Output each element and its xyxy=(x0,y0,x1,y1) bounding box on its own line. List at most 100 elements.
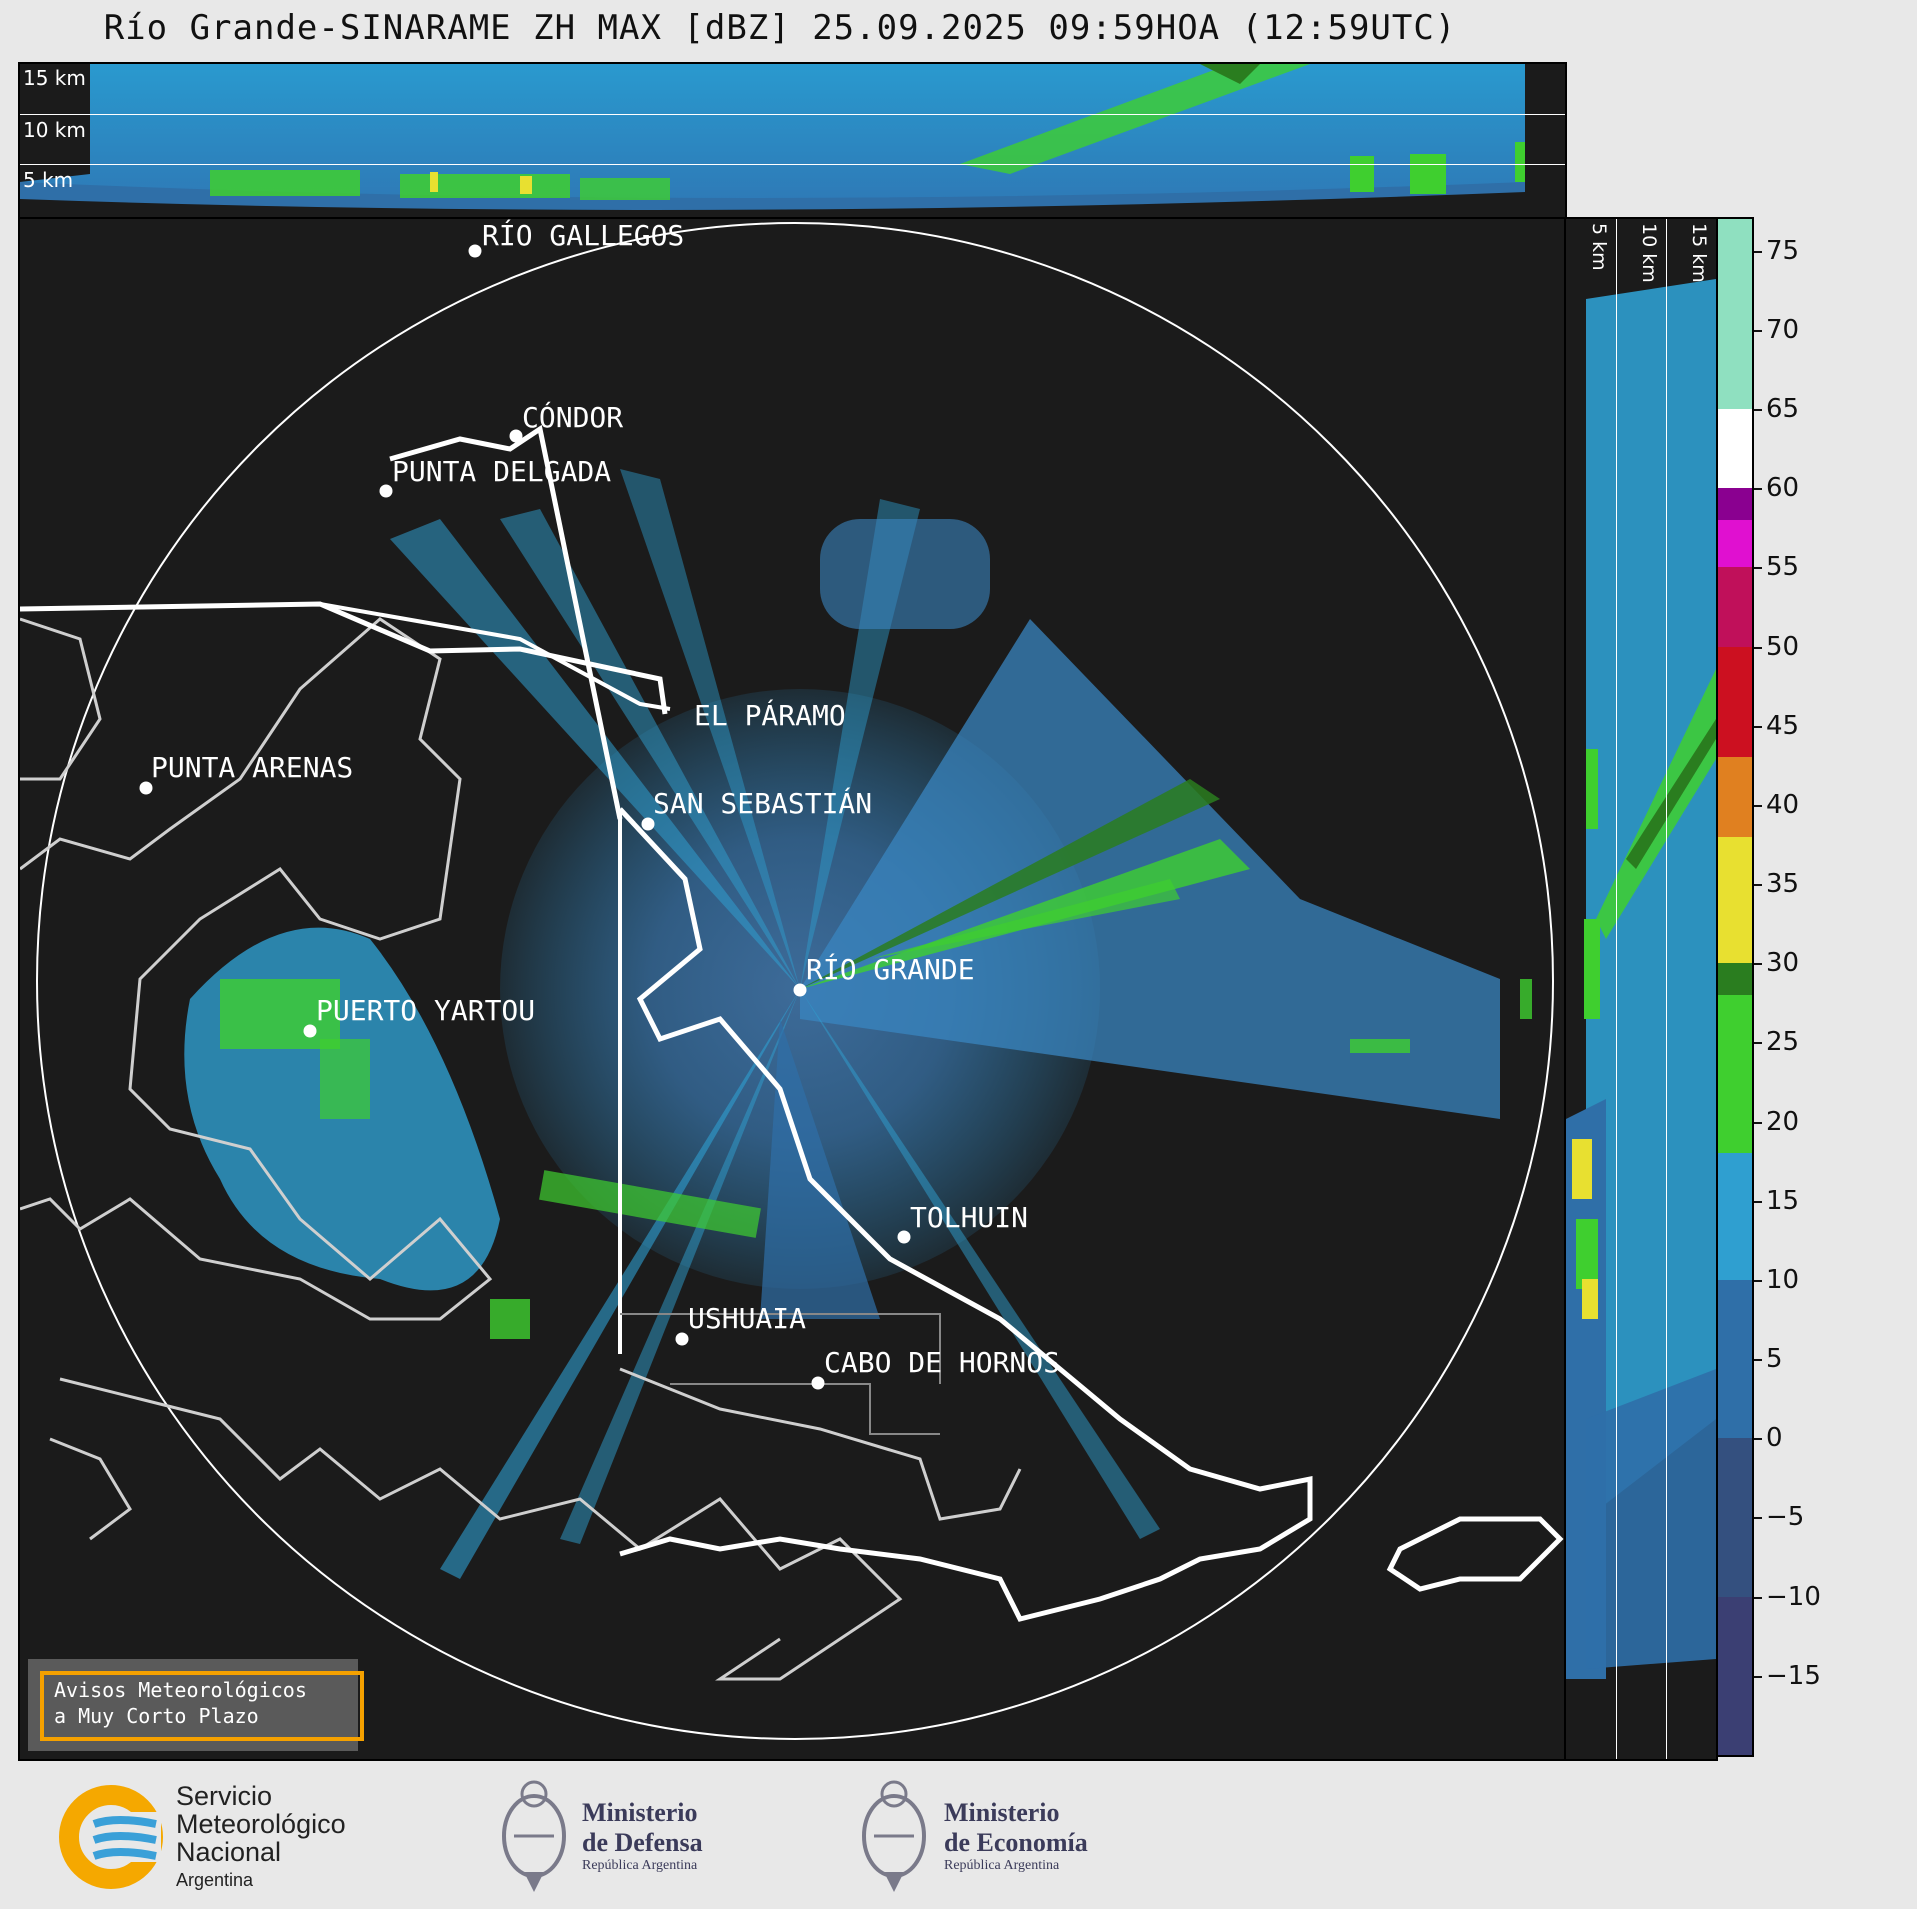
radar-map-panel: RÍO GALLEGOS CÓNDOR PUNTA DELGADA EL PÁR… xyxy=(18,217,1567,1761)
colorbar-tick-label: 75 xyxy=(1766,235,1800,266)
right-level-label-10km: 10 km xyxy=(1638,223,1660,283)
alerts-notice-line1: Avisos Meteorológicos xyxy=(54,1678,307,1702)
colorbar-tick-label: 20 xyxy=(1766,1106,1800,1137)
defensa-line3: República Argentina xyxy=(582,1858,698,1873)
city-dot-rio-grande xyxy=(793,983,807,997)
top-level-line-15km xyxy=(20,114,1565,115)
city-label-san-sebastian: SAN SEBASTIÁN xyxy=(653,787,873,820)
ministerio-defensa-logo: Ministerio de Defensa República Argentin… xyxy=(494,1772,754,1902)
city-label-puerto-yartou: PUERTO YARTOU xyxy=(316,994,536,1027)
colorbar-tick xyxy=(1754,1517,1762,1520)
colorbar-tick-label: 15 xyxy=(1766,1185,1800,1216)
colorbar-tick xyxy=(1754,1438,1762,1441)
colorbar-segment xyxy=(1718,1596,1752,1755)
colorbar-tick xyxy=(1754,1279,1762,1282)
coastline-tierra-del-fuego xyxy=(618,807,1313,1622)
dbz-colorbar xyxy=(1716,217,1754,1757)
colorbar-tick-label: 35 xyxy=(1766,869,1800,900)
defensa-line2: de Defensa xyxy=(582,1828,703,1857)
city-dot-rio-gallegos xyxy=(468,244,482,258)
colorbar-tick xyxy=(1754,646,1762,649)
top-cross-section-echoes xyxy=(20,64,1525,210)
colorbar-segment xyxy=(1718,1438,1752,1597)
city-label-rio-grande: RÍO GRANDE xyxy=(806,953,975,986)
colorbar-tick xyxy=(1754,804,1762,807)
colorbar-tick-label: 50 xyxy=(1766,631,1800,662)
colorbar-tick xyxy=(1754,1675,1762,1678)
city-dot-cabo-de-hornos xyxy=(811,1376,825,1390)
colorbar-tick xyxy=(1754,329,1762,332)
economia-line2: de Economía xyxy=(944,1828,1088,1857)
right-level-line-10km xyxy=(1616,219,1617,1759)
colorbar-tick xyxy=(1754,1596,1762,1599)
page-title: Río Grande-SINARAME ZH MAX [dBZ] 25.09.2… xyxy=(103,8,1457,48)
colorbar-tick-label: 0 xyxy=(1766,1423,1783,1454)
alerts-notice[interactable]: Avisos Meteorológicos a Muy Corto Plazo xyxy=(28,1659,364,1751)
right-level-line-15km xyxy=(1666,219,1667,1759)
city-label-tolhuin: TOLHUIN xyxy=(910,1201,1029,1234)
colorbar-tick xyxy=(1754,725,1762,728)
city-label-punta-arenas: PUNTA ARENAS xyxy=(151,751,354,784)
top-cross-section-panel: 15 km 10 km 5 km xyxy=(18,62,1567,220)
top-level-label-5km: 5 km xyxy=(23,168,74,192)
colorbar-segment xyxy=(1718,409,1752,489)
colorbar-tick xyxy=(1754,567,1762,570)
economia-line3: República Argentina xyxy=(944,1858,1060,1873)
colorbar-segment xyxy=(1718,994,1752,1154)
city-label-ushuaia: USHUAIA xyxy=(688,1302,807,1335)
smn-line4: Argentina xyxy=(176,1870,254,1890)
colorbar-tick-label: 60 xyxy=(1766,473,1800,504)
city-label-el-paramo: EL PÁRAMO xyxy=(694,699,846,732)
right-level-label-15km: 15 km xyxy=(1688,223,1710,283)
right-cross-section-panel: 5 km 10 km 15 km xyxy=(1564,217,1718,1761)
colorbar-segment xyxy=(1718,836,1752,964)
colorbar-segment xyxy=(1718,1153,1752,1280)
alerts-notice-frame: Avisos Meteorológicos a Muy Corto Plazo xyxy=(40,1671,364,1741)
smn-line3: Nacional xyxy=(176,1837,282,1867)
radar-map xyxy=(20,222,1564,1740)
colorbar-tick xyxy=(1754,409,1762,412)
colorbar-tick xyxy=(1754,884,1762,887)
colorbar-tick-label: 55 xyxy=(1766,552,1800,583)
colorbar-segment xyxy=(1718,1279,1752,1439)
top-level-label-15km: 15 km xyxy=(23,66,86,90)
colorbar-tick xyxy=(1754,488,1762,491)
coat-of-arms-icon xyxy=(862,1780,926,1892)
coastline-isla-de-los-estados xyxy=(1386,1516,1564,1592)
city-dot-tolhuin xyxy=(897,1230,911,1244)
city-label-cabo-de-hornos: CABO DE HORNOS xyxy=(824,1346,1061,1379)
city-label-condor: CÓNDOR xyxy=(522,401,624,434)
smn-line1: Servicio xyxy=(176,1781,273,1811)
colorbar-segment xyxy=(1718,757,1752,837)
colorbar-tick xyxy=(1754,1359,1762,1362)
colorbar-tick xyxy=(1754,1200,1762,1203)
economia-line1: Ministerio xyxy=(944,1798,1060,1827)
city-dot-ushuaia xyxy=(675,1332,689,1346)
smn-line2: Meteorológico xyxy=(176,1809,346,1839)
top-level-line-10km xyxy=(20,164,1565,165)
colorbar-segment xyxy=(1718,963,1752,995)
colorbar-tick xyxy=(1754,963,1762,966)
city-dot-punta-delgada xyxy=(379,484,393,498)
colorbar-segment xyxy=(1718,646,1752,758)
colorbar-tick xyxy=(1754,1121,1762,1124)
colorbar-tick-label: 45 xyxy=(1766,710,1800,741)
city-dot-punta-arenas xyxy=(139,781,153,795)
colorbar-tick-label: 5 xyxy=(1766,1344,1783,1375)
coastline-chile xyxy=(20,617,493,1321)
city-label-rio-gallegos: RÍO GALLEGOS xyxy=(482,219,685,252)
right-cross-section-echoes xyxy=(1566,279,1716,1679)
colorbar-tick xyxy=(1754,1042,1762,1045)
colorbar-tick-label: 70 xyxy=(1766,314,1800,345)
city-dot-condor xyxy=(509,429,523,443)
colorbar-tick xyxy=(1754,250,1762,253)
colorbar-tick-label: −15 xyxy=(1766,1660,1821,1691)
defensa-line1: Ministerio xyxy=(582,1798,698,1827)
colorbar-tick-label: 25 xyxy=(1766,1027,1800,1058)
city-dot-san-sebastian xyxy=(641,817,655,831)
colorbar-tick-label: 40 xyxy=(1766,789,1800,820)
right-level-label-5km: 5 km xyxy=(1588,223,1610,271)
colorbar-tick-label: −5 xyxy=(1766,1502,1805,1533)
city-label-punta-delgada: PUNTA DELGADA xyxy=(392,455,612,488)
top-level-label-10km: 10 km xyxy=(23,118,86,142)
